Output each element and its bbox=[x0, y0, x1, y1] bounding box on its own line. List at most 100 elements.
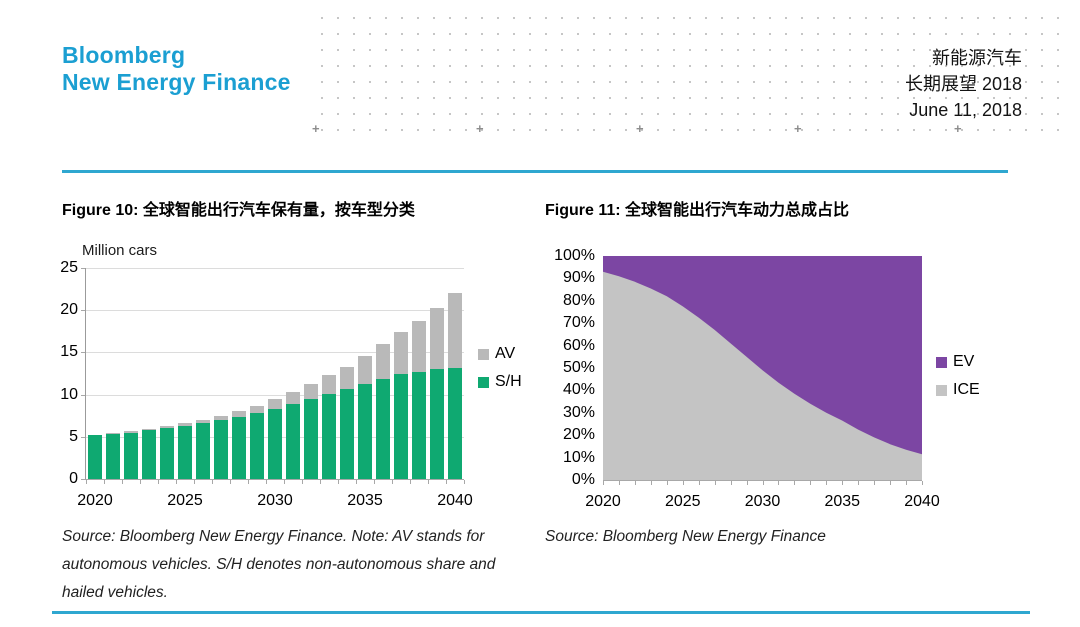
x-axis-tick bbox=[86, 480, 87, 484]
bar-segment-sh bbox=[142, 430, 156, 479]
x-axis-tick bbox=[140, 480, 141, 484]
gridline bbox=[86, 352, 464, 354]
x-axis-tick bbox=[858, 481, 860, 485]
x-axis-tick bbox=[320, 480, 321, 484]
footer-divider bbox=[52, 611, 1030, 614]
bar-segment-av bbox=[412, 321, 426, 372]
bar-segment-sh bbox=[196, 423, 210, 479]
source-line: Source: Bloomberg New Energy Finance. No… bbox=[62, 528, 485, 545]
plus-mark-icon: + bbox=[954, 121, 962, 136]
dot-pattern bbox=[310, 4, 1062, 136]
bar-segment-sh bbox=[160, 427, 174, 479]
x-axis-label: 2030 bbox=[744, 493, 781, 510]
bar-2035 bbox=[358, 268, 372, 479]
logo-line-2: New Energy Finance bbox=[62, 69, 291, 95]
y-axis-tick bbox=[81, 479, 85, 480]
bar-segment-av bbox=[268, 398, 282, 409]
y-axis-label: 40% bbox=[562, 381, 595, 399]
x-axis-label: 2035 bbox=[824, 493, 861, 510]
y-axis-label: 100% bbox=[554, 247, 595, 264]
x-axis-tick bbox=[230, 480, 231, 484]
figure11-area-chart: 100% 90% 80% 70% 60% 50% 40% 30% 20% 10% 0% 2020 202… bbox=[554, 247, 940, 510]
plus-mark-icon: + bbox=[794, 121, 802, 136]
gridline bbox=[86, 268, 464, 269]
bar-segment-sh bbox=[286, 403, 300, 479]
x-axis-tick bbox=[842, 481, 844, 485]
x-axis-label: 2040 bbox=[904, 493, 940, 510]
bar-segment-av bbox=[430, 307, 444, 370]
document-title-block: 新能源汽车 长期展望 2018 June 11, 2018 bbox=[905, 45, 1022, 123]
x-axis-label: 2020 bbox=[77, 492, 113, 509]
doc-title-cn-line1: 新能源汽车 bbox=[932, 48, 1022, 68]
source-line: Source: Bloomberg New Energy Finance bbox=[545, 528, 826, 545]
x-axis-tick bbox=[618, 481, 620, 485]
bar-segment-sh bbox=[358, 383, 372, 479]
bar-segment-av bbox=[214, 415, 228, 420]
x-axis-label: 2025 bbox=[167, 492, 203, 509]
x-axis-tick bbox=[122, 480, 123, 484]
bar-2030 bbox=[268, 268, 282, 479]
bar-segment-av bbox=[322, 375, 336, 394]
ice-legend-swatch bbox=[936, 384, 947, 396]
figure10-unit-label: Million cars bbox=[82, 242, 158, 259]
bar-2039 bbox=[430, 268, 444, 479]
x-axis-tick bbox=[410, 480, 411, 484]
x-axis-tick bbox=[176, 480, 177, 484]
x-axis-tick bbox=[603, 481, 604, 485]
source-line: autonomous vehicles. S/H denotes non-aut… bbox=[62, 556, 496, 573]
x-axis-tick bbox=[778, 481, 780, 485]
bar-2025 bbox=[178, 268, 192, 479]
y-axis-tick bbox=[81, 310, 85, 312]
x-axis-tick bbox=[922, 481, 923, 485]
figure10-title: Figure 10: 全球智能出行汽车保有量，按车型分类 bbox=[62, 202, 415, 219]
x-axis-tick bbox=[890, 481, 892, 485]
x-axis-label: 2040 bbox=[437, 492, 473, 509]
bar-2022 bbox=[124, 268, 138, 479]
y-axis-label: 0 bbox=[69, 470, 78, 487]
bar-segment-sh bbox=[232, 416, 246, 479]
bar-segment-sh bbox=[430, 369, 444, 479]
x-axis-label: 2030 bbox=[257, 492, 293, 509]
bar-2023 bbox=[142, 268, 156, 479]
bar-2040 bbox=[448, 268, 462, 479]
x-axis-tick bbox=[746, 481, 748, 485]
x-axis-tick bbox=[682, 481, 684, 485]
y-axis-label: 10 bbox=[60, 385, 78, 403]
figure10-source-note: Source: Bloomberg New Energy Finance. No… bbox=[62, 523, 554, 607]
bar-segment-sh bbox=[124, 432, 138, 479]
x-axis-label: 2025 bbox=[664, 493, 701, 510]
x-axis-tick bbox=[392, 480, 393, 484]
bar-2034 bbox=[340, 268, 354, 479]
x-axis-tick bbox=[302, 480, 303, 484]
x-axis-tick bbox=[634, 481, 636, 485]
bar-segment-sh bbox=[106, 433, 120, 479]
x-axis-tick bbox=[194, 480, 195, 484]
bar-segment-sh bbox=[376, 378, 390, 479]
bar-segment-av bbox=[304, 384, 318, 399]
source-line: hailed vehicles. bbox=[62, 584, 168, 601]
bar-2026 bbox=[196, 268, 210, 479]
plus-mark-icon: + bbox=[636, 121, 644, 136]
x-axis-tick bbox=[698, 481, 700, 485]
figure10-bar-chart: 25 20 15 10 5 0 2020 2025 2030 2035 2040 bbox=[60, 259, 473, 509]
x-axis-tick bbox=[356, 480, 357, 484]
legend-item-sh: S/H bbox=[478, 368, 522, 396]
gridline bbox=[86, 394, 464, 396]
bar-segment-av bbox=[376, 343, 390, 379]
x-axis-label: 2035 bbox=[347, 492, 383, 509]
ev-legend-label: EV bbox=[953, 353, 975, 370]
bar-segment-sh bbox=[178, 425, 192, 479]
x-axis-tick bbox=[666, 481, 668, 485]
bar-2024 bbox=[160, 268, 174, 479]
y-axis-tick bbox=[81, 352, 85, 354]
bar-2037 bbox=[394, 268, 408, 479]
logo-line-1: Bloomberg bbox=[62, 42, 186, 68]
y-axis-label: 20% bbox=[562, 426, 595, 444]
bar-2033 bbox=[322, 268, 336, 479]
bar-segment-av bbox=[250, 405, 264, 414]
x-axis-tick bbox=[730, 481, 732, 485]
bar-segment-sh bbox=[88, 435, 102, 479]
bar-segment-sh bbox=[394, 374, 408, 479]
ice-area bbox=[603, 271, 922, 480]
